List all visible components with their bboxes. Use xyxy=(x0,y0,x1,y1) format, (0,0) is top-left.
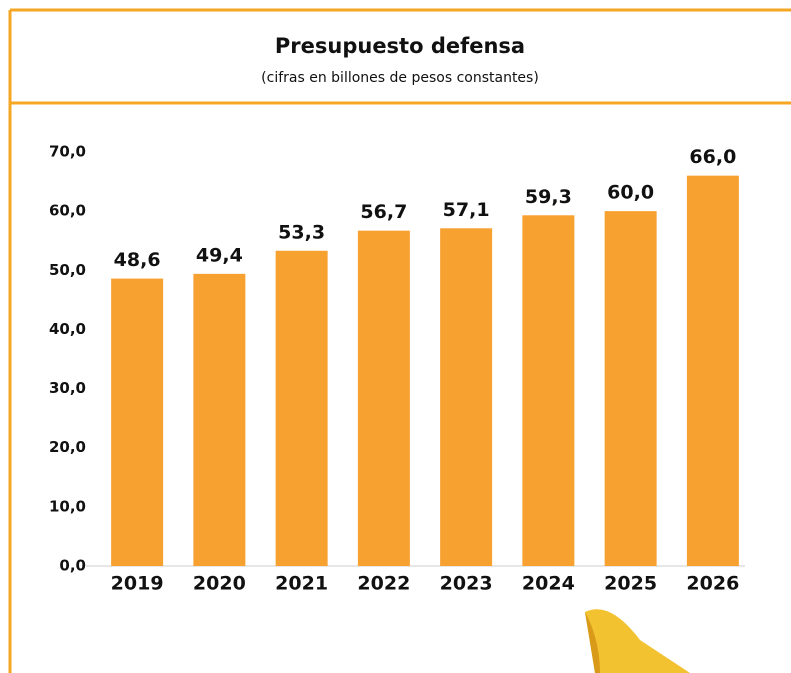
bar xyxy=(522,215,575,567)
value-label: 59,3 xyxy=(525,186,572,208)
x-tick-label: 2019 xyxy=(111,573,164,595)
y-tick-label: 50,0 xyxy=(49,261,86,279)
y-tick-label: 60,0 xyxy=(49,202,86,220)
y-tick-label: 10,0 xyxy=(49,497,86,515)
bar xyxy=(440,228,493,566)
value-label: 53,3 xyxy=(278,221,325,243)
y-tick-label: 70,0 xyxy=(49,143,86,161)
bar xyxy=(686,175,739,566)
value-label: 56,7 xyxy=(360,201,407,223)
value-label: 60,0 xyxy=(607,182,654,204)
flag-decoration xyxy=(585,609,690,673)
flag-shadow xyxy=(585,612,600,673)
value-label: 49,4 xyxy=(196,244,243,266)
x-tick-label: 2021 xyxy=(275,573,328,595)
value-label: 48,6 xyxy=(114,249,161,271)
bar xyxy=(193,273,246,566)
y-tick-label: 20,0 xyxy=(49,438,86,456)
y-tick-label: 30,0 xyxy=(49,379,86,397)
bar xyxy=(357,230,410,566)
bar xyxy=(604,211,657,566)
value-label: 66,0 xyxy=(689,146,736,168)
chart-subtitle: (cifras en billones de pesos constantes) xyxy=(261,70,539,86)
y-tick-label: 0,0 xyxy=(59,557,86,575)
bar xyxy=(111,278,164,566)
x-tick-label: 2023 xyxy=(440,573,493,595)
x-tick-label: 2022 xyxy=(357,573,410,595)
chart-title: Presupuesto defensa xyxy=(275,34,525,58)
x-tick-label: 2025 xyxy=(604,573,657,595)
value-label: 57,1 xyxy=(443,199,490,221)
bar xyxy=(275,250,328,567)
y-tick-label: 40,0 xyxy=(49,320,86,338)
x-tick-label: 2026 xyxy=(686,573,739,595)
x-tick-label: 2024 xyxy=(522,573,575,595)
x-tick-label: 2020 xyxy=(193,573,246,595)
